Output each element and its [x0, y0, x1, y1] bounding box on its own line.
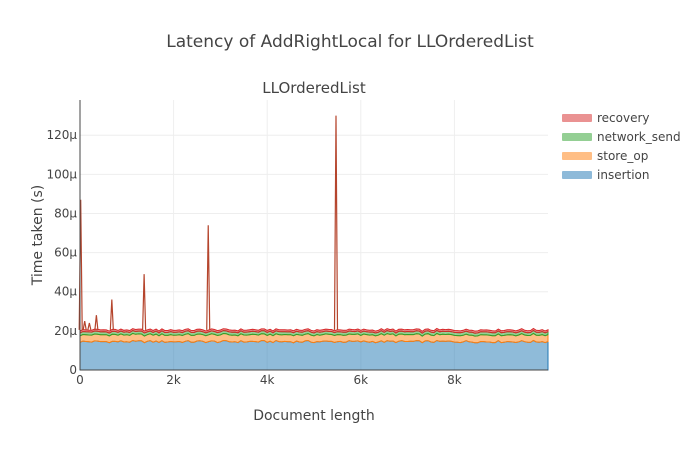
tick-labels: 0 2k 4k 6k 8k 0 20μ 40μ 60μ 80μ 100μ 120μ: [46, 128, 461, 387]
latency-spike: [94, 315, 99, 330]
legend-label: recovery: [597, 110, 650, 125]
axes: [79, 100, 548, 371]
y-tick-label: 60μ: [54, 246, 77, 260]
legend-label: insertion: [597, 167, 650, 182]
x-tick-label: 2k: [166, 373, 181, 387]
chart-title: LLOrderedList: [262, 79, 366, 97]
latency-spike: [142, 274, 147, 330]
latency-spike: [333, 115, 339, 330]
y-tick-label: 100μ: [46, 167, 77, 181]
y-tick-label: 40μ: [54, 285, 77, 299]
legend-item-network_send[interactable]: network_send: [562, 127, 681, 146]
legend-label: store_op: [597, 148, 649, 163]
y-tick-label: 0: [69, 363, 77, 377]
legend-item-recovery[interactable]: recovery: [562, 108, 681, 127]
latency-spikes: [78, 115, 339, 331]
area-recovery: [79, 327, 549, 334]
latency-spike: [109, 299, 114, 330]
legend-swatch: [562, 151, 592, 160]
y-tick-label: 80μ: [54, 206, 77, 220]
legend-swatch: [562, 113, 592, 122]
legend-swatch: [562, 132, 592, 141]
legend-label: network_send: [597, 129, 681, 144]
x-tick-label: 6k: [354, 373, 369, 387]
x-tick-label: 0: [76, 373, 84, 387]
area-insertion: [79, 339, 549, 371]
latency-spike: [87, 322, 92, 331]
legend[interactable]: recovery network_send store_op insertion: [562, 108, 681, 184]
legend-swatch: [562, 170, 592, 179]
y-tick-label: 20μ: [54, 324, 77, 338]
legend-item-store_op[interactable]: store_op: [562, 146, 681, 165]
y-tick-label: 120μ: [46, 128, 77, 142]
figure-title: Latency of AddRightLocal for LLOrderedLi…: [166, 32, 534, 52]
legend-item-insertion[interactable]: insertion: [562, 165, 681, 184]
series-areas: [79, 327, 549, 371]
latency-spike: [206, 225, 211, 330]
x-tick-label: 8k: [447, 373, 462, 387]
latency-spike: [82, 320, 87, 330]
x-axis-label: Document length: [253, 408, 375, 424]
x-tick-label: 4k: [260, 373, 275, 387]
